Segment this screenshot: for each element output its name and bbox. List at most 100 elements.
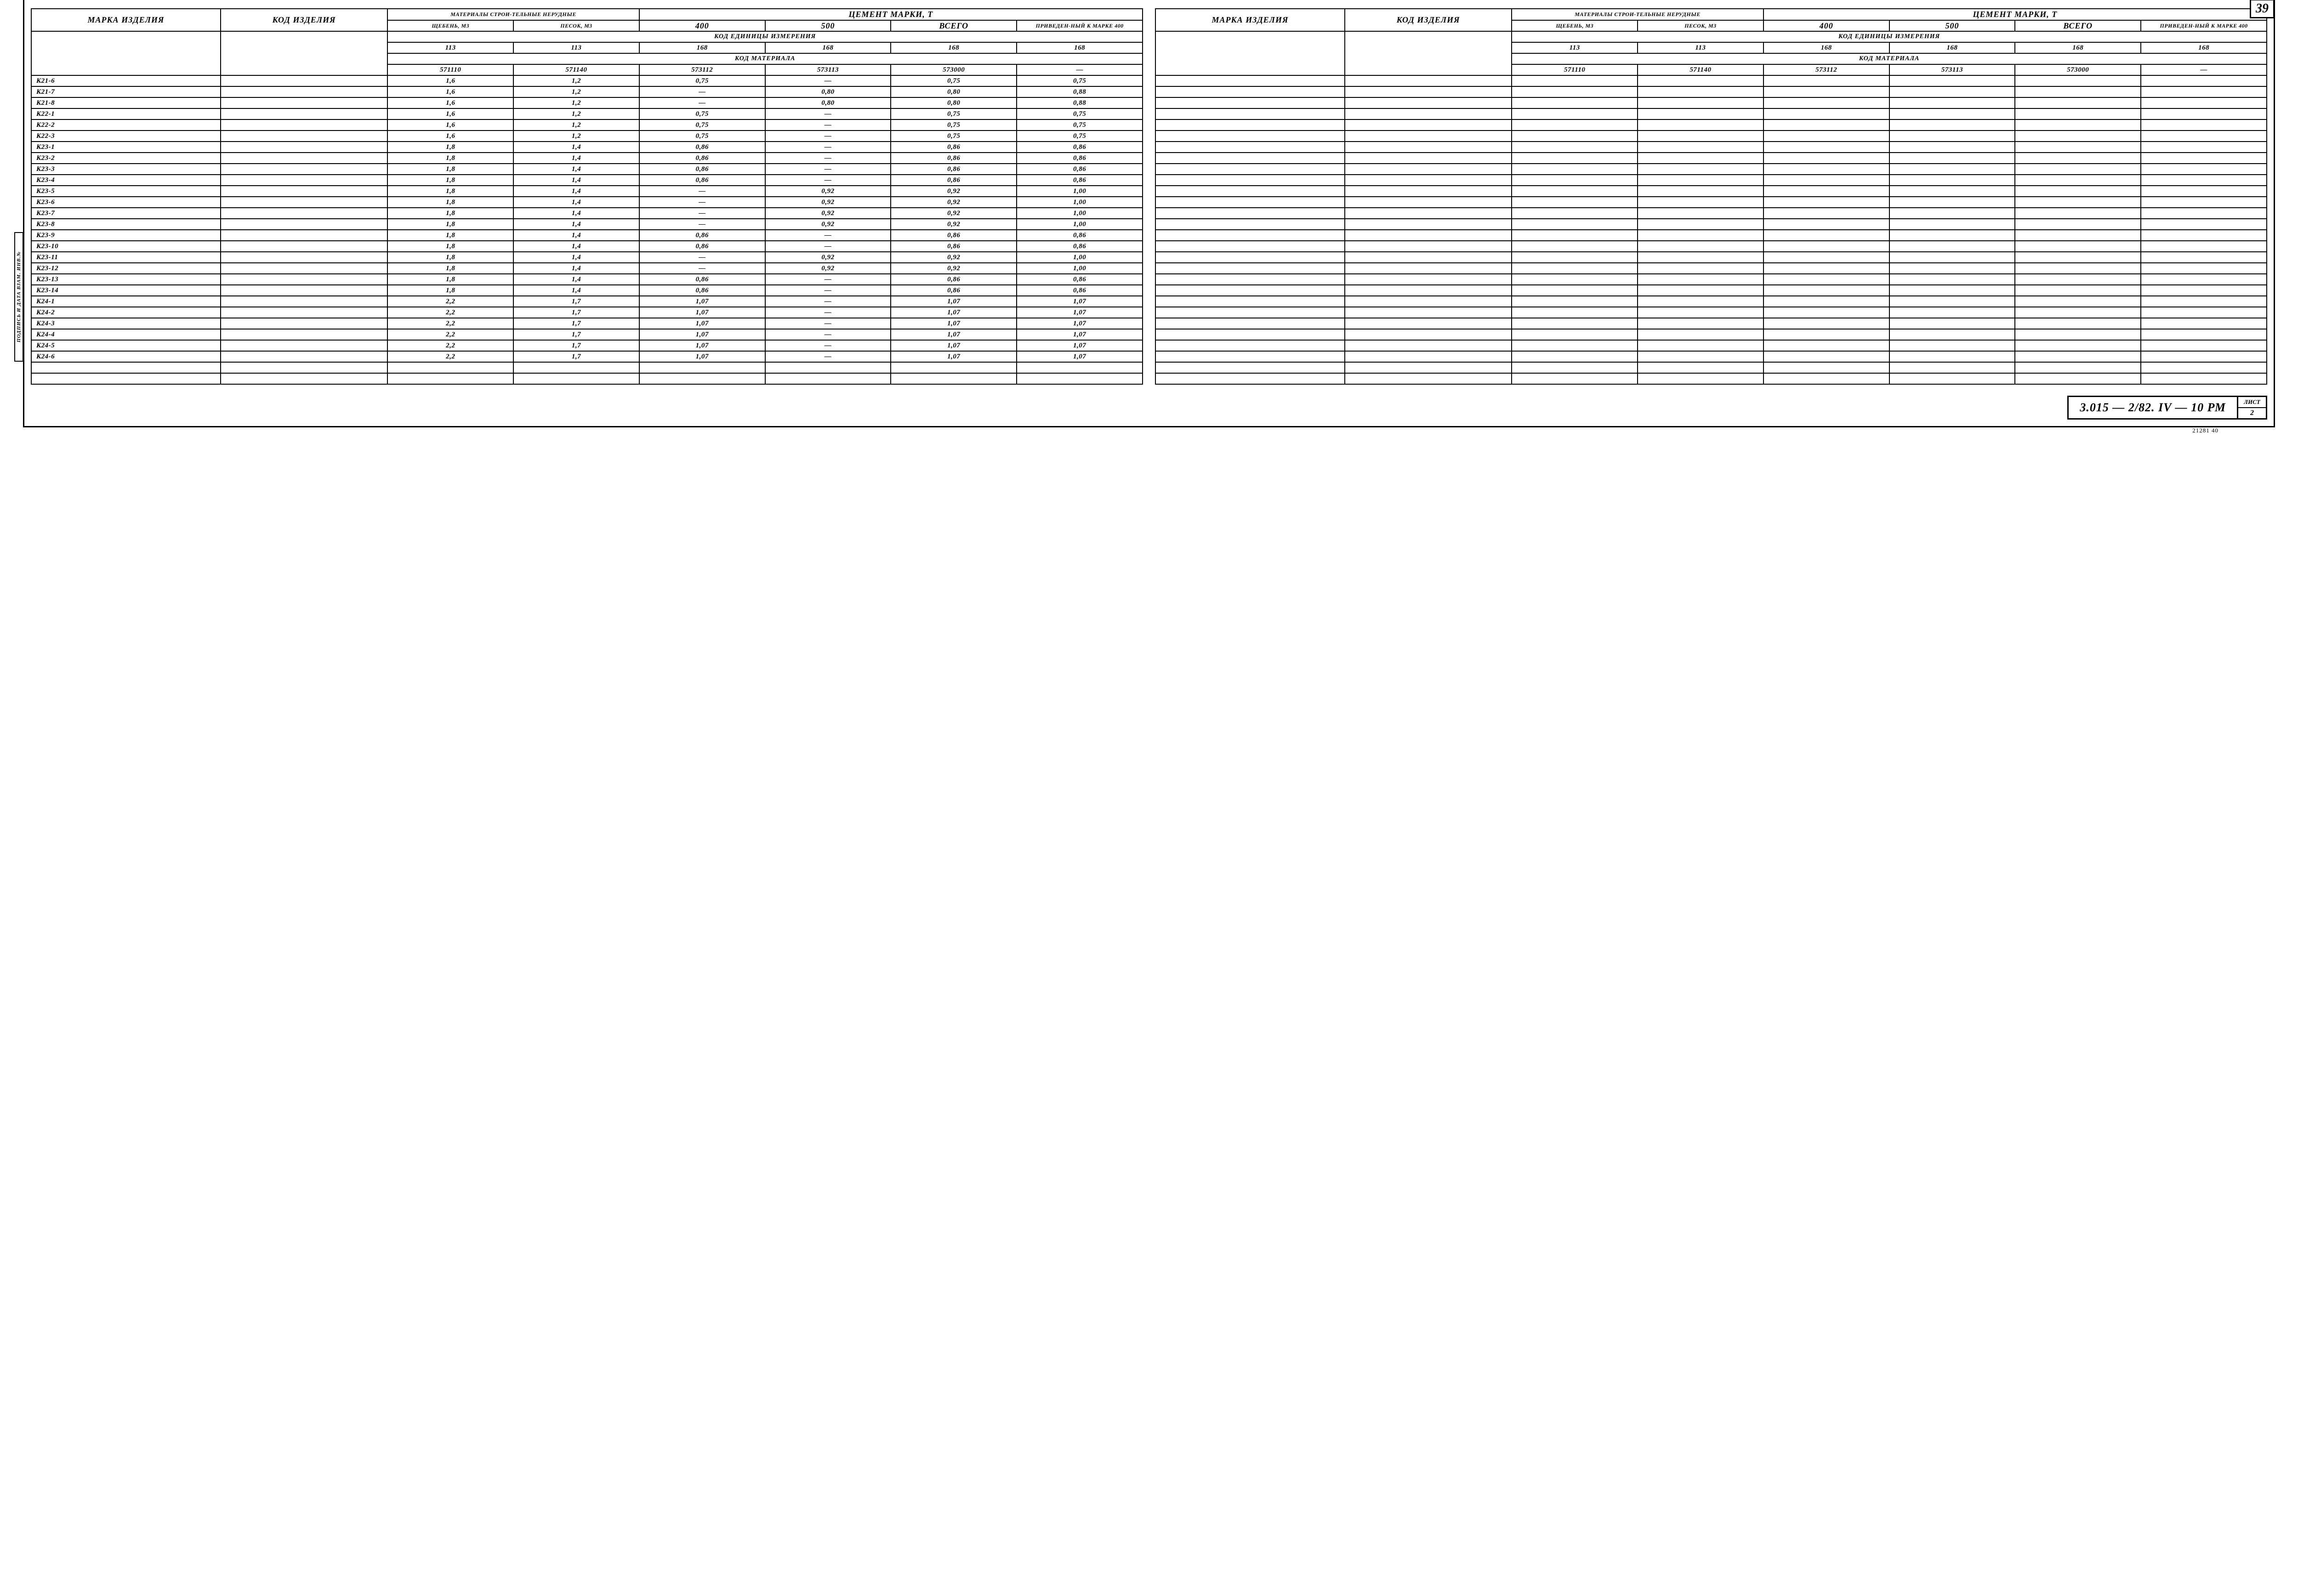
cell-empty bbox=[2141, 241, 2267, 252]
matcode-5: — bbox=[1017, 64, 1143, 75]
cell-empty bbox=[1345, 296, 1512, 307]
cell-value: 0,86 bbox=[1017, 175, 1143, 186]
cell-value: 1,4 bbox=[513, 186, 639, 197]
cell-value: 0,86 bbox=[1017, 274, 1143, 285]
matcode-r-1: 571140 bbox=[1638, 64, 1763, 75]
cell-empty bbox=[2141, 274, 2267, 285]
cell-empty bbox=[2141, 108, 2267, 119]
cell-value: 1,4 bbox=[513, 219, 639, 230]
cell-kod bbox=[221, 252, 387, 263]
cell-value: — bbox=[765, 142, 891, 153]
cell-empty bbox=[1345, 307, 1512, 318]
cell-kod bbox=[221, 175, 387, 186]
cell-kod bbox=[221, 351, 387, 362]
cell-empty bbox=[2141, 252, 2267, 263]
table-row bbox=[31, 373, 1143, 384]
cell-value: 0,86 bbox=[1017, 230, 1143, 241]
cell-value: — bbox=[639, 186, 765, 197]
cell-value: 1,07 bbox=[891, 307, 1017, 318]
cell-empty bbox=[1638, 75, 1763, 86]
cell-empty bbox=[1638, 307, 1763, 318]
cell-empty bbox=[2015, 108, 2141, 119]
cell-empty bbox=[1889, 97, 2015, 108]
cell-empty bbox=[1889, 252, 2015, 263]
cell-empty bbox=[1345, 108, 1512, 119]
cell-value: 1,4 bbox=[513, 252, 639, 263]
title-block: 3.015 — 2/82. IV — 10 РМ ЛИСТ 2 bbox=[2067, 396, 2267, 420]
unit-r-3: 168 bbox=[1889, 42, 2015, 53]
cell-marka: К23-2 bbox=[31, 153, 221, 164]
cell-value: — bbox=[765, 131, 891, 142]
cell-marka: К21-6 bbox=[31, 75, 221, 86]
cell-empty bbox=[1889, 186, 2015, 197]
cell-kod bbox=[221, 307, 387, 318]
cell-empty bbox=[1345, 274, 1512, 285]
cell-value: 0,86 bbox=[639, 153, 765, 164]
cell-value: 0,86 bbox=[1017, 285, 1143, 296]
cell-empty bbox=[1763, 285, 1889, 296]
cell-marka: К23-13 bbox=[31, 274, 221, 285]
cell-marka: К21-8 bbox=[31, 97, 221, 108]
matcode-r-3: 573113 bbox=[1889, 64, 2015, 75]
cell-empty bbox=[1512, 142, 1638, 153]
cell-empty bbox=[1763, 119, 1889, 131]
cell-empty bbox=[1889, 307, 2015, 318]
table-row bbox=[1155, 329, 2267, 340]
cell-empty bbox=[1638, 362, 1763, 373]
cell-empty bbox=[1345, 362, 1512, 373]
cell-value: 1,8 bbox=[387, 263, 513, 274]
cell-empty bbox=[1345, 373, 1512, 384]
cell-empty bbox=[1638, 373, 1763, 384]
cell-empty bbox=[1512, 263, 1638, 274]
cell-empty bbox=[1638, 285, 1763, 296]
cell-empty bbox=[2141, 186, 2267, 197]
cell-value: 1,8 bbox=[387, 164, 513, 175]
cell-value: 1,8 bbox=[387, 142, 513, 153]
cell-empty bbox=[1345, 175, 1512, 186]
cell-empty bbox=[1512, 307, 1638, 318]
hdr-priveden-r: ПРИВЕДЕН-НЫЙ К МАРКЕ 400 bbox=[2141, 20, 2267, 32]
cell-kod bbox=[221, 97, 387, 108]
cell-empty bbox=[1763, 252, 1889, 263]
cell-empty bbox=[2141, 164, 2267, 175]
cell-value: 1,8 bbox=[387, 208, 513, 219]
cell-empty bbox=[1155, 142, 1345, 153]
cell-value: 1,07 bbox=[639, 318, 765, 329]
cell-value: 1,6 bbox=[387, 86, 513, 97]
cell-value: 0,80 bbox=[765, 97, 891, 108]
table-row bbox=[1155, 164, 2267, 175]
hdr-row-kod-ed: КОД ЕДИНИЦЫ ИЗМЕРЕНИЯ bbox=[387, 31, 1143, 42]
cell-kod bbox=[221, 296, 387, 307]
cell-marka bbox=[31, 373, 221, 384]
cell-empty bbox=[1345, 351, 1512, 362]
cell-kod bbox=[221, 362, 387, 373]
cell-value bbox=[891, 373, 1017, 384]
matcode-r-4: 573000 bbox=[2015, 64, 2141, 75]
cell-value: 2,2 bbox=[387, 340, 513, 351]
cell-empty bbox=[1512, 274, 1638, 285]
cell-value: 1,07 bbox=[891, 329, 1017, 340]
cell-empty bbox=[1345, 340, 1512, 351]
table-row bbox=[1155, 153, 2267, 164]
unit-2: 168 bbox=[639, 42, 765, 53]
cell-empty bbox=[2141, 318, 2267, 329]
table-row bbox=[1155, 142, 2267, 153]
cell-marka: К24-5 bbox=[31, 340, 221, 351]
tables-container: МАРКА ИЗДЕЛИЯ КОД ИЗДЕЛИЯ МАТЕРИАЛЫ СТРО… bbox=[31, 8, 2267, 385]
hdr-kod-ext-r bbox=[1345, 31, 1512, 75]
cell-empty bbox=[2141, 142, 2267, 153]
cell-value: 1,4 bbox=[513, 230, 639, 241]
table-row bbox=[1155, 373, 2267, 384]
cell-value: — bbox=[639, 219, 765, 230]
matcode-2: 573112 bbox=[639, 64, 765, 75]
table-row: К21-81,61,2—0,800,800,88 bbox=[31, 97, 1143, 108]
cell-value: — bbox=[639, 97, 765, 108]
cell-empty bbox=[2141, 97, 2267, 108]
table-row bbox=[1155, 97, 2267, 108]
cell-empty bbox=[1763, 131, 1889, 142]
cell-value: 0,86 bbox=[1017, 153, 1143, 164]
hdr-sheben: ЩЕБЕНЬ, М3 bbox=[387, 20, 513, 32]
cell-kod bbox=[221, 86, 387, 97]
cell-empty bbox=[1763, 86, 1889, 97]
cell-empty bbox=[2141, 86, 2267, 97]
